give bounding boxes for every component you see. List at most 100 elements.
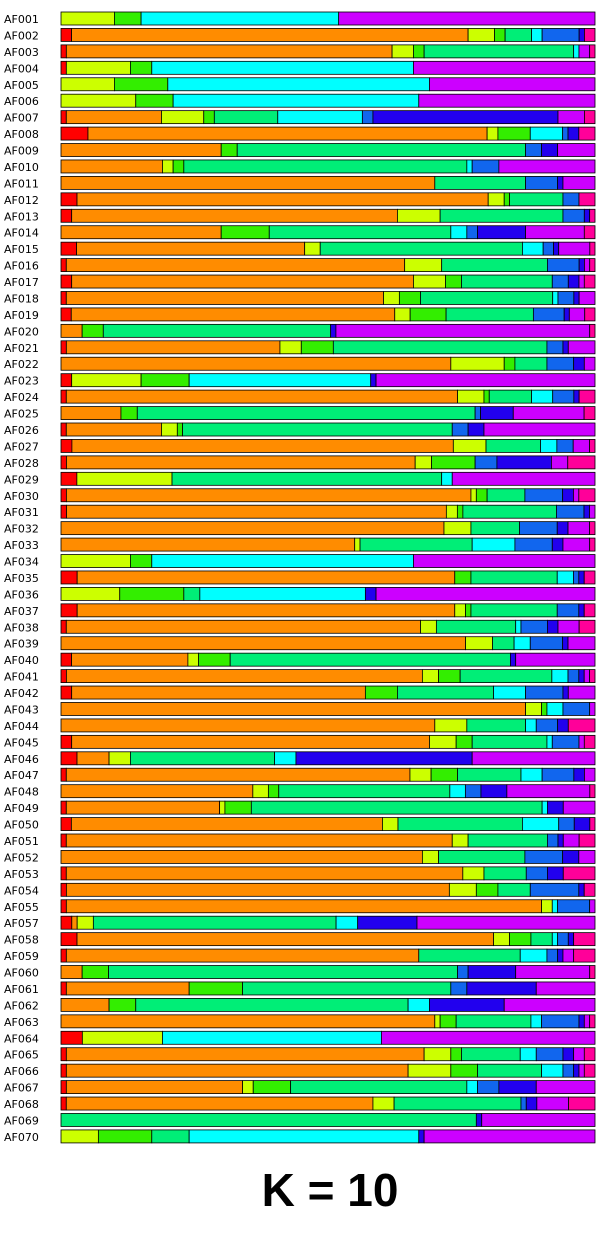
bar-segment-cluster-6 <box>556 570 574 585</box>
bar-segment-cluster-5 <box>497 882 531 897</box>
chart-title: K = 10 <box>261 1164 399 1216</box>
bar-segment-cluster-4 <box>130 554 153 568</box>
bar-segment-cluster-2 <box>60 850 423 864</box>
bar-segment-cluster-7 <box>519 521 558 536</box>
row-label: AF038 <box>4 621 39 634</box>
bar-segment-cluster-6 <box>519 1047 537 1062</box>
bar-row-AF052: AF052 <box>4 850 596 864</box>
bar-segment-cluster-2 <box>71 685 366 700</box>
bar-segment-cluster-2 <box>76 932 494 947</box>
bar-segment-cluster-1 <box>60 1063 67 1078</box>
bar-segment-cluster-10 <box>583 734 596 749</box>
bar-segment-cluster-8 <box>562 685 569 700</box>
row-label: AF061 <box>4 983 39 996</box>
row-label: AF045 <box>4 736 39 749</box>
bar-segment-cluster-4 <box>267 784 280 799</box>
bar-segment-cluster-9 <box>416 915 596 930</box>
bar-segment-cluster-2 <box>71 915 78 930</box>
bar-segment-cluster-3 <box>434 1014 441 1029</box>
bar-segment-cluster-6 <box>529 126 564 141</box>
bar-segment-cluster-2 <box>60 323 83 338</box>
bar-segment-cluster-5 <box>183 159 468 174</box>
bar-segment-cluster-4 <box>108 998 137 1012</box>
bar-row-AF025: AF025 <box>4 406 596 421</box>
bar-segment-cluster-4 <box>456 504 464 519</box>
bar-segment-cluster-9 <box>551 455 569 470</box>
bar-segment-cluster-1 <box>60 60 67 75</box>
bar-segment-cluster-1 <box>60 258 67 273</box>
bar-segment-cluster-6 <box>493 685 526 700</box>
bar-segment-cluster-7 <box>535 1047 564 1062</box>
bar-segment-cluster-9 <box>572 439 590 453</box>
row-label: AF048 <box>4 786 39 799</box>
bar-segment-cluster-3 <box>467 28 495 42</box>
bar-segment-cluster-4 <box>503 356 516 371</box>
bar-segment-cluster-6 <box>277 110 363 125</box>
bar-segment-cluster-1 <box>60 767 67 782</box>
bar-segment-cluster-7 <box>546 948 559 963</box>
bar-row-AF003: AF003 <box>4 44 596 59</box>
bar-segment-cluster-9 <box>535 981 596 996</box>
bar-segment-cluster-3 <box>404 258 443 273</box>
bar-segment-cluster-4 <box>224 800 252 815</box>
bar-segment-cluster-7 <box>556 603 580 618</box>
bar-segment-cluster-3 <box>397 208 441 223</box>
row-label: AF009 <box>4 145 39 158</box>
bar-segment-cluster-10 <box>589 439 596 453</box>
bar-segment-cluster-9 <box>562 800 596 815</box>
bar-segment-cluster-8 <box>510 652 517 667</box>
bar-segment-cluster-9 <box>525 225 585 240</box>
bar-segment-cluster-7 <box>562 702 591 716</box>
bar-segment-cluster-6 <box>551 899 559 914</box>
bar-segment-cluster-4 <box>252 1080 292 1094</box>
bar-segment-cluster-1 <box>60 389 67 404</box>
bar-segment-cluster-10 <box>583 603 596 618</box>
bar-row-AF057: AF057 <box>4 915 596 930</box>
bar-row-AF062: AF062 <box>4 998 596 1012</box>
bar-segment-cluster-6 <box>513 636 531 651</box>
bar-segment-cluster-2 <box>60 1014 436 1029</box>
bar-row-AF004: AF004 <box>4 60 596 75</box>
bar-segment-cluster-10 <box>589 817 596 831</box>
bar-segment-cluster-2 <box>60 784 254 799</box>
bar-segment-cluster-3 <box>372 1096 395 1111</box>
bar-segment-cluster-4 <box>497 126 531 141</box>
bar-segment-cluster-8 <box>547 866 564 881</box>
bar-segment-cluster-5 <box>483 866 527 881</box>
bar-segment-cluster-8 <box>567 126 580 141</box>
bar-segment-cluster-8 <box>480 784 508 799</box>
bar-segment-cluster-7 <box>464 784 482 799</box>
bar-segment-cluster-1 <box>60 439 73 453</box>
bar-segment-cluster-5 <box>530 932 553 947</box>
bar-segment-cluster-7 <box>524 850 564 864</box>
bar-segment-cluster-7 <box>466 225 478 240</box>
row-label: AF008 <box>4 128 39 141</box>
bar-segment-cluster-4 <box>97 1129 153 1144</box>
bar-segment-cluster-9 <box>578 291 596 305</box>
bar-segment-cluster-9 <box>583 1014 591 1029</box>
bar-segment-cluster-3 <box>541 899 553 914</box>
row-label: AF047 <box>4 769 39 782</box>
bar-segment-cluster-7 <box>567 669 580 683</box>
bar-segment-cluster-9 <box>380 1030 596 1045</box>
bar-segment-cluster-3 <box>383 291 400 305</box>
bar-segment-cluster-8 <box>573 1063 580 1078</box>
bar-segment-cluster-8 <box>583 504 590 519</box>
bar-segment-cluster-1 <box>60 685 73 700</box>
bar-row-AF009: AF009 <box>4 143 596 158</box>
bar-segment-cluster-4 <box>475 488 488 503</box>
bar-segment-cluster-2 <box>65 258 406 273</box>
bar-segment-cluster-3 <box>242 1080 254 1094</box>
bar-segment-cluster-5 <box>332 340 548 355</box>
bar-segment-cluster-7 <box>532 307 565 322</box>
bar-segment-cluster-4 <box>430 767 458 782</box>
row-label: AF027 <box>4 440 39 453</box>
bar-segment-cluster-4 <box>483 389 490 404</box>
bar-segment-cluster-2 <box>60 143 222 157</box>
bar-segment-cluster-8 <box>563 307 570 322</box>
bar-segment-cluster-8 <box>553 241 560 256</box>
bar-segment-cluster-10 <box>578 833 596 848</box>
bar-row-AF061: AF061 <box>4 981 596 996</box>
row-label: AF034 <box>4 556 39 569</box>
bar-segment-cluster-10 <box>589 323 596 338</box>
